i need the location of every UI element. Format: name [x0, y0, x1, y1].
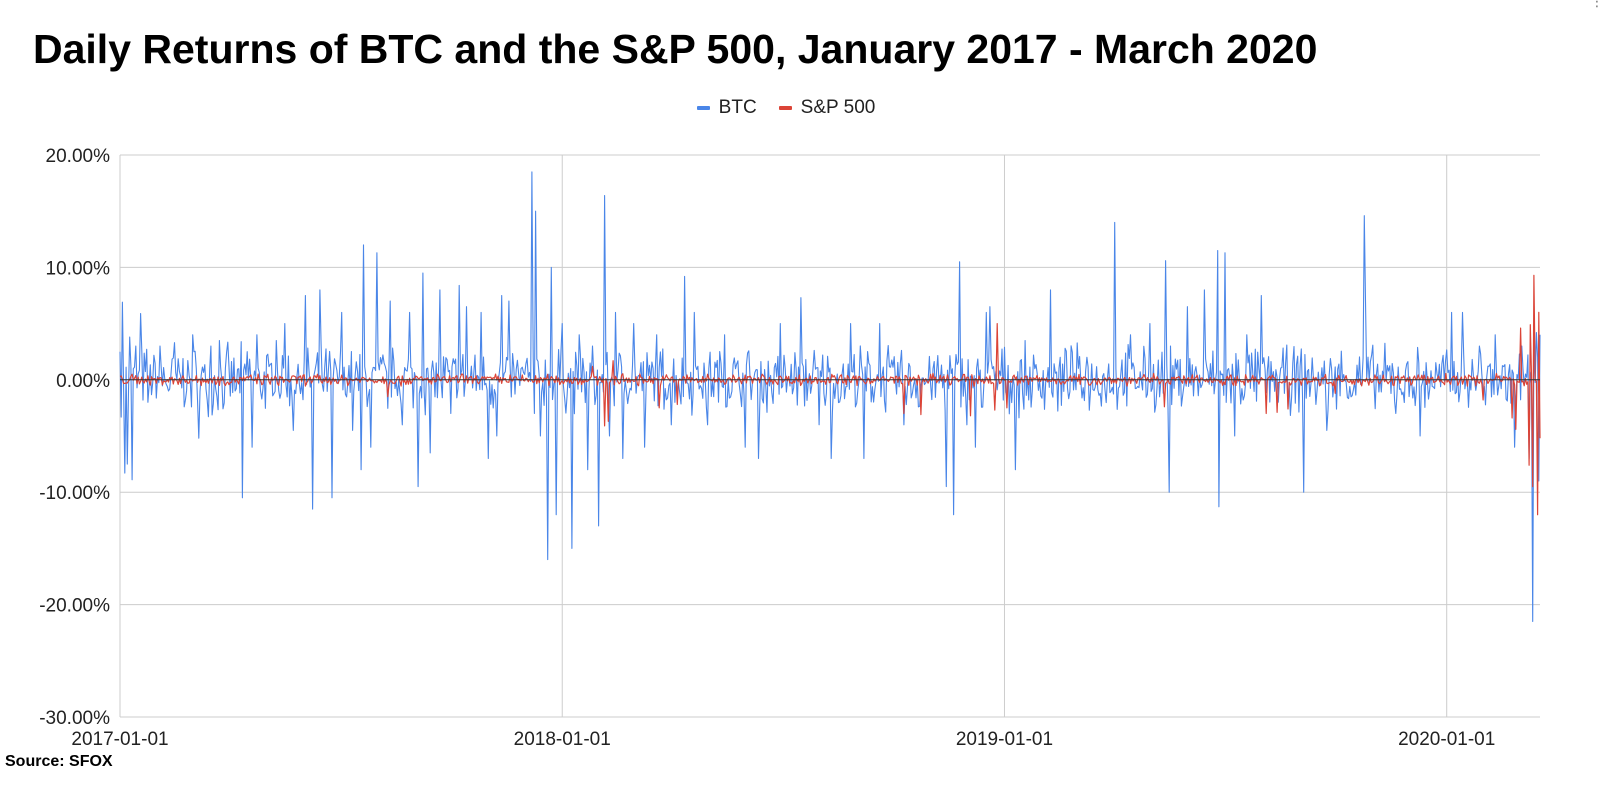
y-tick-label: 20.00%	[46, 146, 111, 167]
x-tick-label: 2019-01-01	[956, 729, 1053, 750]
x-tick-label: 2018-01-01	[514, 729, 611, 750]
y-tick-label: 10.00%	[46, 258, 111, 279]
x-tick-label: 2020-01-01	[1398, 729, 1495, 750]
y-tick-label: -10.00%	[39, 483, 110, 504]
legend-label-sp500: S&P 500	[800, 97, 876, 118]
y-tick-label: 0.00%	[56, 371, 110, 392]
legend-label-btc: BTC	[718, 97, 757, 118]
legend-swatch-sp500	[778, 106, 792, 110]
legend-item-sp500[interactable]: S&P 500	[778, 97, 876, 119]
y-tick-label: -30.00%	[39, 708, 110, 729]
series-lines	[119, 171, 1541, 623]
legend-swatch-btc	[696, 106, 710, 110]
chart-title: Daily Returns of BTC and the S&P 500, Ja…	[33, 26, 1318, 72]
source-note: Source: SFOX	[5, 753, 113, 770]
y-tick-label: -20.00%	[39, 596, 110, 617]
tick-labels: 20.00%10.00%0.00%-10.00%-20.00%-30.00%20…	[39, 146, 1495, 750]
series-line-btc	[119, 171, 1541, 623]
x-tick-label: 2017-01-01	[71, 729, 168, 750]
legend-item-btc[interactable]: BTC	[696, 97, 757, 119]
legend: BTC S&P 500	[0, 96, 1572, 120]
